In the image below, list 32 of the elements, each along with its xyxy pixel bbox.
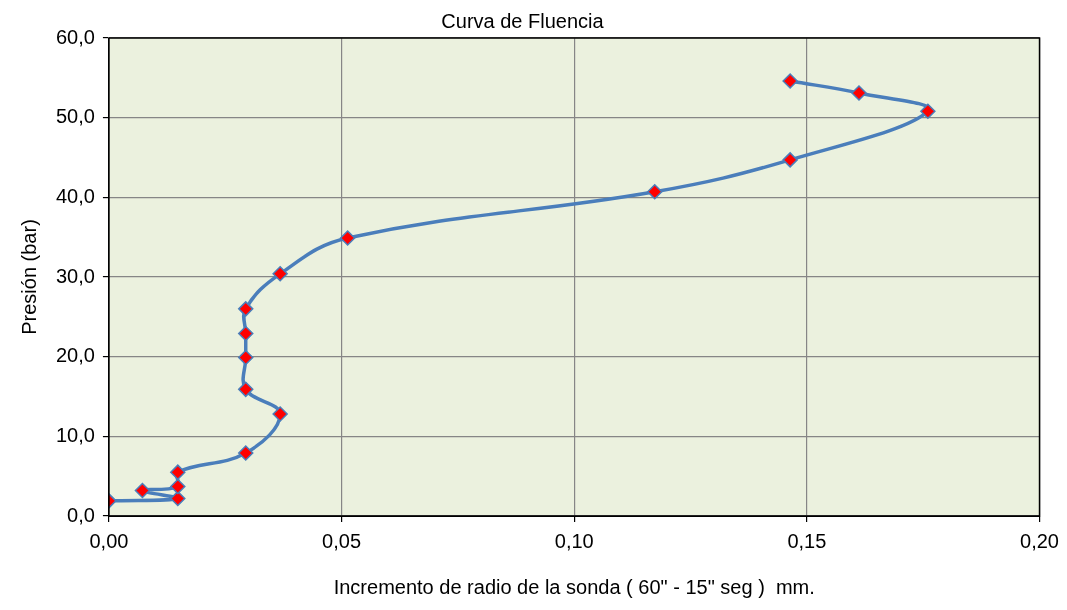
point — [134, 482, 151, 499]
y-tick-label: 50,0 — [55, 105, 95, 128]
point — [646, 184, 663, 200]
point — [782, 73, 798, 89]
point — [237, 445, 254, 461]
y-tick-label: 30,0 — [55, 264, 95, 287]
x-tick-label: 0,20 — [1020, 529, 1060, 552]
chart-title: Curva de Fluencia — [441, 9, 605, 32]
y-tick-label: 0,0 — [67, 503, 95, 526]
point — [170, 464, 186, 480]
y-tick-label: 40,0 — [55, 184, 95, 207]
point — [237, 349, 254, 366]
x-axis-title: Incremento de radio de la sonda ( 60" - 15" seg ) mm. — [333, 575, 815, 598]
point — [272, 266, 288, 282]
point — [851, 85, 867, 101]
point — [237, 381, 254, 398]
y-tick-label: 10,0 — [55, 423, 95, 446]
point — [237, 325, 254, 342]
x-tick-label: 0,15 — [787, 529, 827, 552]
y-tick-label: 20,0 — [55, 344, 95, 367]
point — [920, 103, 936, 120]
x-tick-label: 0,10 — [554, 529, 594, 552]
point — [170, 478, 186, 495]
x-tick-label: 0,00 — [89, 529, 129, 552]
point — [339, 230, 356, 246]
point — [272, 406, 288, 422]
x-tick-label: 0,05 — [322, 529, 362, 552]
point — [170, 490, 186, 507]
point — [237, 301, 254, 317]
point — [782, 152, 798, 168]
y-axis-title: Presión (bar) — [17, 219, 40, 335]
y-tick-label: 60,0 — [55, 25, 95, 48]
